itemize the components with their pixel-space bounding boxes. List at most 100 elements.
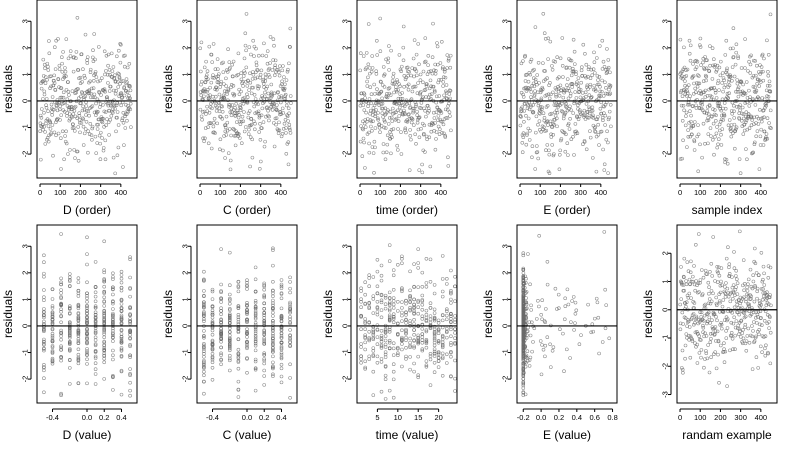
data-point (768, 108, 773, 113)
x-tick-label: 0.2 (259, 413, 269, 422)
data-point (414, 69, 419, 73)
data-point (428, 69, 433, 73)
data-point (111, 277, 115, 281)
data-point (59, 393, 63, 397)
data-point (74, 56, 78, 60)
data-point (228, 342, 232, 346)
x-tick-label: 15 (414, 413, 422, 422)
data-point (42, 89, 47, 94)
data-point (589, 67, 594, 72)
data-point (61, 50, 65, 54)
data-point (82, 107, 87, 112)
data-point (520, 109, 524, 113)
y-tick-label: -2 (661, 363, 670, 370)
data-point (271, 360, 275, 365)
data-point (738, 301, 742, 306)
data-point (415, 109, 419, 114)
data-point (736, 56, 740, 60)
data-point (271, 372, 275, 377)
data-point (602, 230, 607, 234)
data-point (400, 338, 404, 343)
data-point (609, 124, 613, 129)
data-point (608, 103, 613, 107)
data-point (364, 51, 369, 55)
data-point (732, 250, 736, 254)
data-point (404, 327, 408, 332)
data-point (408, 321, 412, 326)
data-point (370, 145, 375, 149)
data-point (202, 342, 206, 346)
data-point (46, 124, 51, 128)
data-point (226, 47, 230, 51)
data-point (236, 313, 241, 317)
data-point (103, 89, 107, 94)
data-point (432, 327, 437, 332)
data-point (734, 50, 738, 55)
data-point (433, 90, 437, 94)
data-point (371, 393, 376, 397)
data-point (380, 96, 384, 101)
data-point (682, 275, 686, 280)
data-point (237, 132, 241, 136)
data-point (382, 125, 386, 130)
data-point (764, 292, 769, 297)
data-point (584, 102, 589, 106)
data-point (380, 101, 385, 106)
data-point (45, 61, 50, 66)
data-point (449, 343, 453, 347)
data-point (50, 334, 55, 338)
data-point (258, 122, 262, 126)
data-point (558, 148, 562, 153)
data-point (253, 335, 258, 339)
data-point (429, 129, 434, 134)
data-point (723, 349, 728, 354)
data-point (682, 288, 686, 293)
data-point (109, 102, 113, 107)
data-point (286, 140, 291, 144)
data-point (371, 330, 376, 335)
data-point (76, 347, 81, 352)
data-point (416, 341, 420, 346)
data-point (253, 301, 258, 305)
data-point (236, 306, 241, 310)
x-tick-label: 0.0 (82, 413, 92, 422)
data-point (441, 84, 445, 88)
data-point (531, 110, 536, 114)
data-point (246, 115, 251, 120)
data-point (200, 117, 204, 122)
x-tick-label: 100 (694, 188, 707, 197)
data-point (288, 302, 292, 306)
data-point (111, 375, 115, 379)
data-point (566, 302, 571, 307)
data-point (358, 139, 363, 144)
data-point (420, 317, 425, 321)
data-point (711, 235, 715, 239)
data-point (604, 86, 608, 90)
data-point (545, 260, 550, 264)
data-point (128, 344, 132, 349)
data-point (428, 301, 433, 305)
data-point (102, 49, 107, 54)
data-point (433, 62, 437, 67)
data-point (102, 349, 106, 353)
data-point (253, 343, 258, 348)
data-point (124, 81, 128, 86)
data-point (383, 302, 388, 306)
data-point (271, 306, 275, 311)
data-point (718, 323, 722, 327)
data-point (540, 298, 544, 302)
data-point (279, 306, 284, 311)
data-point (420, 293, 425, 298)
data-point (119, 315, 124, 319)
data-point (732, 122, 737, 127)
data-point (249, 116, 254, 121)
data-point (754, 271, 759, 275)
data-point (720, 81, 724, 85)
data-point (381, 115, 385, 119)
data-point (210, 297, 215, 301)
data-point (568, 94, 573, 98)
plot-frame (676, 224, 778, 404)
data-point (692, 148, 697, 152)
data-point (530, 155, 534, 160)
